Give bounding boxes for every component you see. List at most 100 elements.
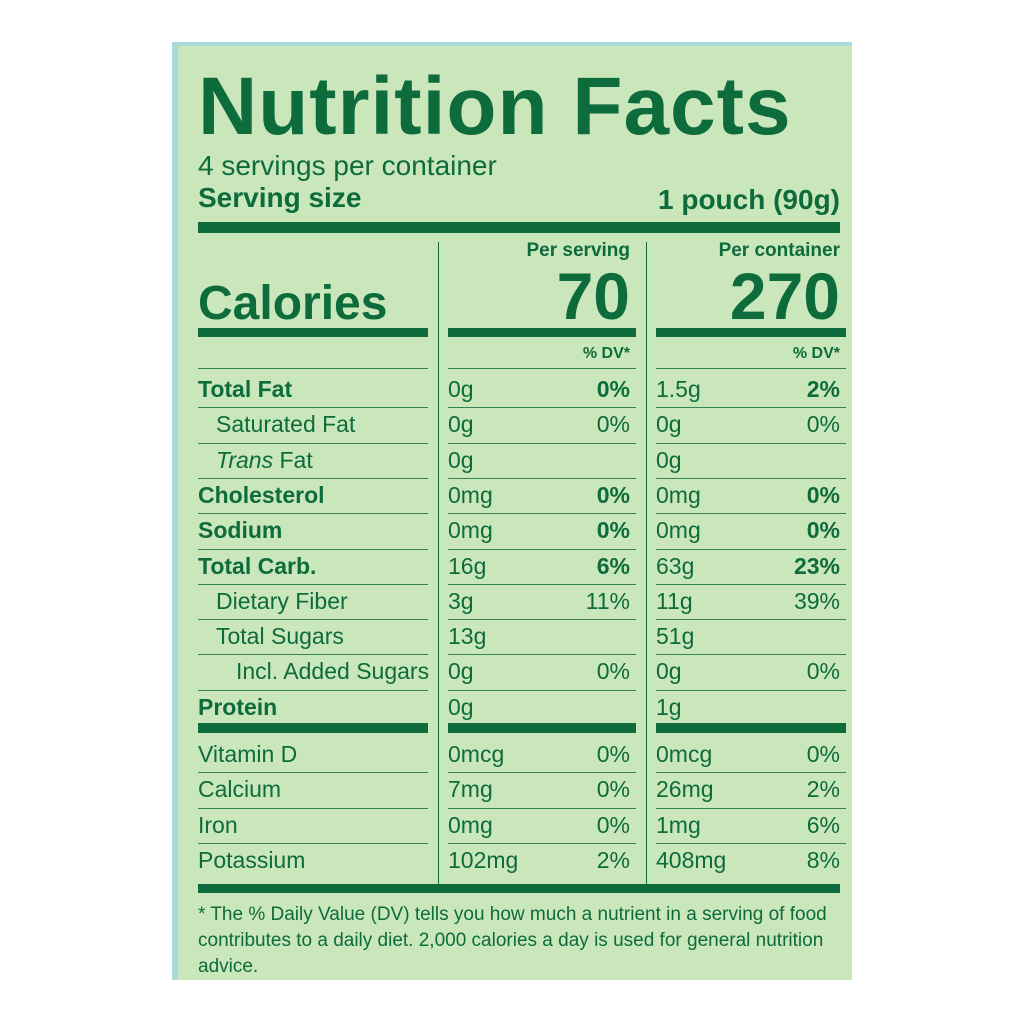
row-rule [448, 842, 636, 844]
nutrient-name-text: Cholesterol [198, 481, 325, 508]
amount: 102mg [448, 846, 519, 873]
daily-value: 0% [806, 481, 840, 508]
amount: 0mcg [448, 741, 505, 767]
row-rule [198, 619, 428, 621]
row-rule [448, 548, 636, 550]
row-rule [198, 583, 428, 585]
amount: 0g [448, 446, 474, 473]
daily-value: 0% [596, 658, 630, 685]
daily-value: 6% [596, 552, 630, 579]
row-rule [198, 654, 428, 656]
nutrient-name: Dietary Fiber [216, 588, 348, 615]
amount: 0mg [448, 517, 493, 544]
daily-value: 0% [596, 741, 630, 767]
row-rule [656, 442, 846, 444]
daily-value: 39% [793, 587, 840, 614]
nutrient-name-text: Calcium [198, 776, 282, 803]
nutrient-name: Incl. Added Sugars [236, 658, 429, 685]
row-rule [656, 689, 846, 691]
amount: 16g [448, 552, 487, 579]
nutrient-name-text: Total Sugars [216, 623, 344, 650]
daily-value: 2% [596, 846, 630, 873]
row-rule [656, 368, 846, 369]
row-rule [198, 807, 428, 809]
row-rule [448, 368, 636, 369]
amount: 26mg [656, 776, 714, 803]
nutrient-name-text: Potassium [198, 846, 306, 873]
row-rule [656, 583, 846, 585]
daily-value: 6% [806, 811, 840, 838]
amount: 0mcg [656, 741, 713, 767]
footnote: * The % Daily Value (DV) tells you how m… [198, 904, 827, 978]
row-rule [656, 513, 846, 515]
amount: 51g [656, 623, 695, 650]
amount: 1g [656, 693, 682, 720]
daily-value: 0% [806, 741, 840, 767]
dv-header: % DV* [582, 345, 630, 362]
row-rule [656, 654, 846, 656]
row-rule [656, 807, 846, 809]
amount: 0mg [448, 811, 493, 838]
daily-value: 2% [806, 776, 840, 803]
amount: 63g [656, 552, 695, 579]
calories-value: 270 [729, 259, 840, 333]
nutrient-name: Potassium [198, 847, 305, 874]
nutrient-name-text: Fat [279, 446, 313, 473]
nutrient-name: Total Sugars [216, 623, 344, 650]
amount: 0g [448, 693, 474, 720]
row-rule [656, 772, 846, 774]
servings: 4 servings per container [198, 150, 497, 181]
serving-size-value: 1 pouch (90g) [657, 184, 840, 215]
column-header: Per container [718, 240, 840, 261]
amount: 1mg [656, 811, 701, 838]
row-rule [656, 407, 846, 409]
row-rule [448, 619, 636, 621]
thick-rule [448, 723, 636, 733]
daily-value: 2% [806, 376, 840, 402]
nutrient-name-text: Dietary Fiber [216, 587, 348, 614]
daily-value: 11% [585, 587, 630, 614]
row-rule [198, 772, 428, 774]
row-rule [198, 368, 428, 369]
nutrient-name: Total Carb. [198, 553, 316, 580]
nutrient-name-text: Protein [198, 693, 278, 720]
daily-value: 0% [806, 411, 840, 438]
nutrient-name: Protein [198, 694, 277, 721]
daily-value: 0% [596, 811, 630, 838]
nutrient-name-text: Vitamin D [198, 741, 298, 767]
calories-label: Calories [198, 277, 388, 330]
column-header: Per serving [526, 240, 631, 261]
row-rule [198, 513, 428, 515]
row-rule [448, 689, 636, 691]
amount: 0g [448, 411, 474, 438]
row-rule [448, 807, 636, 809]
title: Nutrition Facts [198, 61, 792, 152]
nutrient-name: Trans Fat [216, 447, 313, 474]
nutrient-name-text: Incl. Added Sugars [236, 658, 430, 685]
row-rule [448, 583, 636, 585]
thick-rule [198, 884, 840, 894]
thick-rule [656, 328, 846, 337]
row-rule [198, 477, 428, 479]
nutrient-name: Iron [198, 812, 238, 839]
amount: 0g [448, 376, 474, 402]
row-rule [198, 842, 428, 844]
row-rule [198, 442, 428, 444]
nutrient-name: Total Fat [198, 376, 292, 403]
nutrient-name: Saturated Fat [216, 411, 355, 438]
column-divider [438, 242, 439, 884]
amount: 0g [656, 658, 682, 685]
daily-value: 0% [596, 481, 630, 508]
amount: 0g [656, 446, 682, 473]
nutrient-name: Vitamin D [198, 741, 297, 768]
nutrient-name: Calcium [198, 776, 281, 803]
amount: 11g [656, 587, 693, 614]
amount: 0mg [448, 481, 493, 508]
amount: 408mg [656, 846, 727, 873]
row-rule [656, 477, 846, 479]
nutrient-name-text: Total Fat [198, 376, 293, 402]
nutrient-name-text: Saturated Fat [216, 411, 356, 438]
row-rule [448, 477, 636, 479]
column-divider [646, 242, 647, 884]
row-rule [198, 689, 428, 691]
